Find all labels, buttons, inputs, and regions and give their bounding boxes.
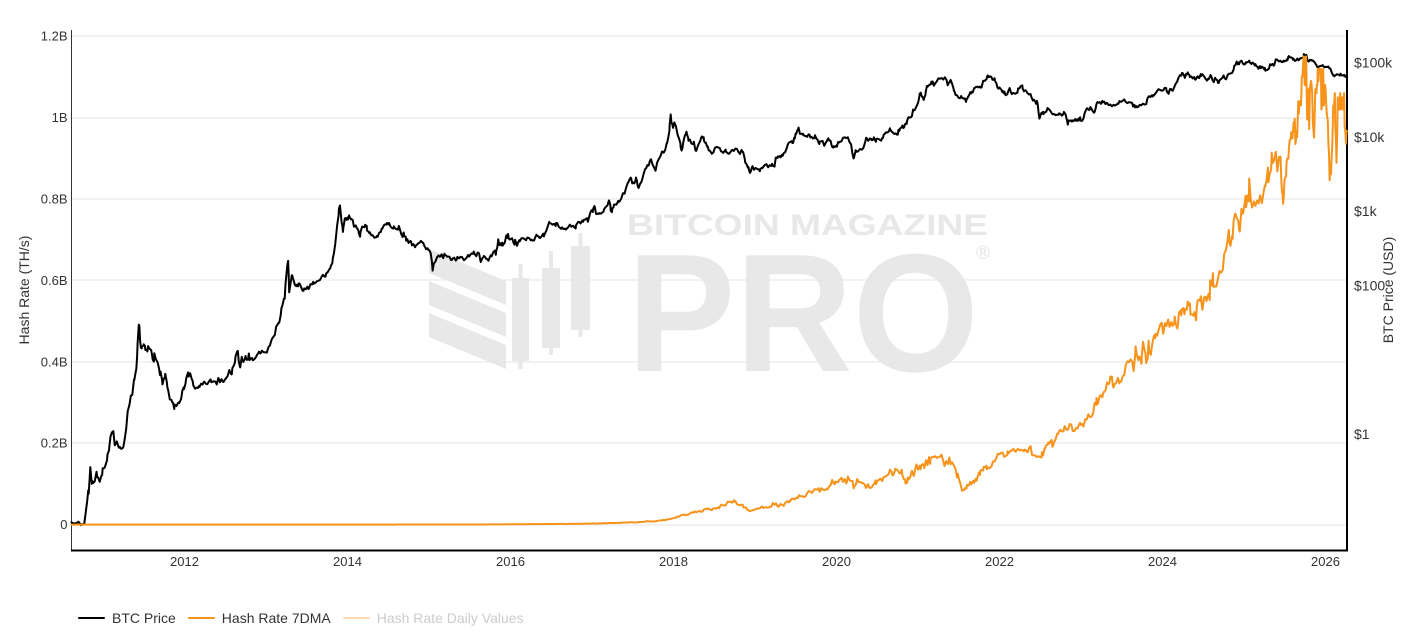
y-axis-right-title: BTC Price (USD) bbox=[1380, 237, 1396, 344]
legend-item-hash-rate-7dma[interactable]: Hash Rate 7DMA bbox=[187, 610, 331, 626]
x-tick-2026: 2026 bbox=[1311, 554, 1340, 569]
watermark-registered-icon: ® bbox=[976, 243, 990, 264]
legend-label-btc-price: BTC Price bbox=[112, 610, 176, 626]
legend-item-btc-price[interactable]: BTC Price bbox=[78, 610, 176, 626]
y-left-tick-1.2B: 1.2B bbox=[41, 29, 68, 44]
x-tick-2020: 2020 bbox=[822, 554, 851, 569]
watermark-candle-body bbox=[542, 268, 560, 348]
legend: BTC Price Hash Rate 7DMA Hash Rate Daily… bbox=[78, 610, 536, 626]
y-left-tick-0.6B: 0.6B bbox=[41, 273, 68, 288]
hash-rate-7dma-line-swatch bbox=[187, 617, 215, 619]
y-right-tick-$1: $1 bbox=[1354, 426, 1370, 442]
x-tick-2018: 2018 bbox=[659, 554, 688, 569]
x-tick-2022: 2022 bbox=[985, 554, 1014, 569]
hash-rate-daily-values-line-swatch bbox=[342, 617, 370, 619]
legend-label-hash-rate-daily-values: Hash Rate Daily Values bbox=[376, 610, 524, 626]
gridlines bbox=[71, 35, 1347, 526]
y-right-tick-$100k: $100k bbox=[1354, 55, 1393, 71]
y-left-tick-0.4B: 0.4B bbox=[41, 354, 68, 369]
btc-price-line-swatch bbox=[78, 617, 105, 619]
axis-lines bbox=[71, 30, 1348, 552]
y-right-tick-$10k: $10k bbox=[1354, 129, 1385, 145]
legend-label-hash-rate-7dma: Hash Rate 7DMA bbox=[221, 610, 331, 626]
y-right-tick-$100: $100 bbox=[1354, 277, 1385, 293]
legend-item-hash-rate-daily-values[interactable]: Hash Rate Daily Values bbox=[342, 610, 524, 626]
axis-tick-labels: 0 0.2B 0.4B 0.6B 0.8B 1B 1.2B $1 $100 $1k $10k $100… bbox=[41, 29, 1393, 569]
series-lines bbox=[70, 53, 1348, 527]
y-axis-left-title: Hash Rate (TH/s) bbox=[16, 236, 32, 345]
x-tick-2014: 2014 bbox=[333, 554, 362, 569]
y-right-tick-$1k: $1k bbox=[1354, 203, 1378, 219]
y-left-tick-0.2B: 0.2B bbox=[41, 436, 68, 451]
watermark-logo-stripe bbox=[429, 249, 506, 305]
y-left-tick-0: 0 bbox=[60, 517, 67, 532]
x-tick-2016: 2016 bbox=[496, 554, 525, 569]
watermark-logo-stripe bbox=[429, 281, 506, 337]
y-left-tick-0.8B: 0.8B bbox=[41, 191, 68, 206]
series-line-hash-rate-7dma bbox=[70, 55, 1348, 526]
y-left-tick-1B: 1B bbox=[52, 110, 68, 125]
x-tick-2024: 2024 bbox=[1148, 554, 1177, 569]
watermark-pro-text: PRO bbox=[627, 219, 979, 407]
watermark-candle-body bbox=[512, 278, 529, 361]
watermark-brand-text: BITCOIN MAGAZINE bbox=[627, 209, 988, 242]
watermark-logo-stripe bbox=[429, 313, 506, 369]
series-line-btc-price bbox=[70, 53, 1348, 527]
watermark-candle-body bbox=[571, 246, 590, 330]
x-tick-2012: 2012 bbox=[170, 554, 199, 569]
